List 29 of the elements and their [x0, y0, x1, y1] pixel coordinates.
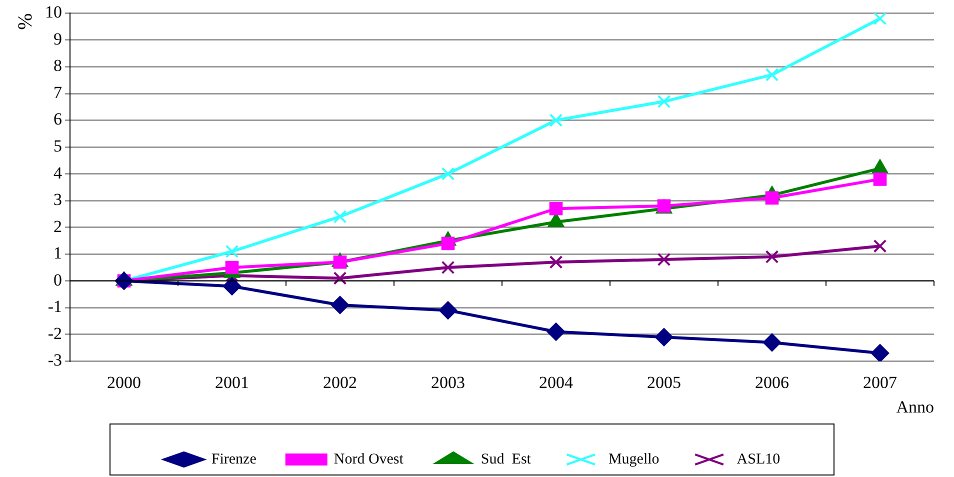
legend-label: Firenze — [211, 451, 257, 468]
y-tick-label: -2 — [48, 324, 62, 343]
y-tick-label: 6 — [54, 110, 62, 129]
y-tick-label: 2 — [54, 216, 62, 236]
x-tick-label: 2002 — [323, 372, 357, 392]
x-tick-label: 2003 — [431, 372, 465, 392]
x-tick-label: 2007 — [863, 372, 898, 392]
y-tick-label: -1 — [48, 297, 62, 316]
y-axis-title: % — [14, 13, 36, 30]
x-tick-label: 2004 — [539, 372, 574, 392]
y-tick-label: 8 — [54, 56, 62, 76]
legend-label: Sud Est — [480, 451, 532, 468]
x-tick-label: 2000 — [107, 372, 141, 392]
x-tick-label: 2001 — [215, 372, 249, 392]
y-tick-label: 4 — [54, 163, 62, 182]
x-tick-label: 2005 — [647, 372, 681, 392]
y-tick-label: 10 — [45, 2, 62, 22]
legend-label: ASL10 — [736, 451, 780, 468]
legend-label: Mugello — [608, 451, 660, 468]
y-tick-label: 0 — [54, 270, 62, 290]
x-axis-title: Anno — [896, 397, 934, 416]
y-tick-label: 1 — [54, 244, 62, 263]
y-tick-label: -3 — [48, 350, 62, 370]
y-tick-label: 7 — [54, 82, 62, 102]
legend-label: Nord Ovest — [334, 451, 404, 468]
x-tick-label: 2006 — [755, 372, 789, 392]
y-tick-label: 3 — [54, 190, 62, 210]
y-tick-label: 9 — [54, 29, 62, 48]
y-tick-label: 5 — [54, 136, 62, 156]
